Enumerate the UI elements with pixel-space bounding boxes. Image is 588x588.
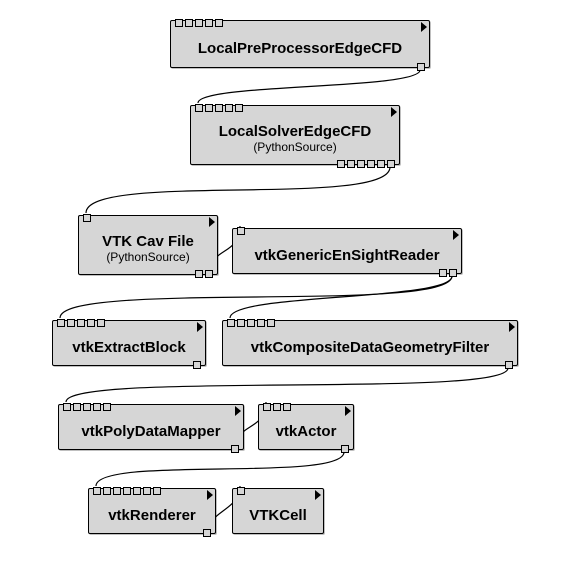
in-port[interactable] (263, 403, 271, 411)
in-port[interactable] (103, 403, 111, 411)
out-port[interactable] (193, 361, 201, 369)
out-port[interactable] (377, 160, 385, 168)
expand-arrow-icon[interactable] (207, 490, 213, 500)
out-port[interactable] (205, 270, 213, 278)
in-port[interactable] (205, 19, 213, 27)
expand-arrow-icon[interactable] (197, 322, 203, 332)
expand-arrow-icon[interactable] (345, 406, 351, 416)
in-port[interactable] (195, 104, 203, 112)
in-port[interactable] (57, 319, 65, 327)
in-port[interactable] (87, 319, 95, 327)
in-port[interactable] (123, 487, 131, 495)
in-port[interactable] (153, 487, 161, 495)
edge (66, 368, 508, 402)
edge (60, 276, 452, 318)
out-port[interactable] (449, 269, 457, 277)
in-port[interactable] (205, 104, 213, 112)
out-port[interactable] (337, 160, 345, 168)
node-label: vtkRenderer (89, 507, 215, 524)
edge (96, 452, 344, 486)
in-port[interactable] (235, 104, 243, 112)
node-extract[interactable]: vtkExtractBlock (52, 320, 206, 366)
in-port[interactable] (73, 403, 81, 411)
node-label: LocalPreProcessorEdgeCFD (171, 40, 429, 57)
in-port[interactable] (195, 19, 203, 27)
edge (86, 167, 390, 213)
out-port[interactable] (357, 160, 365, 168)
out-port[interactable] (505, 361, 513, 369)
in-port[interactable] (97, 319, 105, 327)
node-renderer[interactable]: vtkRenderer (88, 488, 216, 534)
node-subtitle: (PythonSource) (191, 140, 399, 154)
node-subtitle: (PythonSource) (79, 250, 217, 264)
node-label: vtkGenericEnSightReader (233, 247, 461, 264)
out-port[interactable] (367, 160, 375, 168)
node-ensight[interactable]: vtkGenericEnSightReader (232, 228, 462, 274)
in-port[interactable] (83, 403, 91, 411)
node-label: LocalSolverEdgeCFD (191, 123, 399, 140)
edge (230, 276, 452, 318)
node-label: vtkExtractBlock (53, 339, 205, 356)
out-port[interactable] (387, 160, 395, 168)
node-mapper[interactable]: vtkPolyDataMapper (58, 404, 244, 450)
node-vtkcell[interactable]: VTKCell (232, 488, 324, 534)
expand-arrow-icon[interactable] (453, 230, 459, 240)
in-port[interactable] (237, 227, 245, 235)
in-port[interactable] (247, 319, 255, 327)
in-port[interactable] (267, 319, 275, 327)
in-port[interactable] (237, 487, 245, 495)
out-port[interactable] (231, 445, 239, 453)
out-port[interactable] (203, 529, 211, 537)
node-geomfilter[interactable]: vtkCompositeDataGeometryFilter (222, 320, 518, 366)
in-port[interactable] (67, 319, 75, 327)
in-port[interactable] (83, 214, 91, 222)
in-port[interactable] (133, 487, 141, 495)
node-actor[interactable]: vtkActor (258, 404, 354, 450)
in-port[interactable] (215, 104, 223, 112)
node-preproc[interactable]: LocalPreProcessorEdgeCFD (170, 20, 430, 68)
in-port[interactable] (225, 104, 233, 112)
expand-arrow-icon[interactable] (209, 217, 215, 227)
expand-arrow-icon[interactable] (235, 406, 241, 416)
in-port[interactable] (93, 403, 101, 411)
expand-arrow-icon[interactable] (391, 107, 397, 117)
in-port[interactable] (237, 319, 245, 327)
in-port[interactable] (273, 403, 281, 411)
node-label: vtkCompositeDataGeometryFilter (223, 339, 517, 356)
node-label: vtkPolyDataMapper (59, 423, 243, 440)
out-port[interactable] (347, 160, 355, 168)
in-port[interactable] (257, 319, 265, 327)
in-port[interactable] (175, 19, 183, 27)
expand-arrow-icon[interactable] (421, 22, 427, 32)
expand-arrow-icon[interactable] (315, 490, 321, 500)
in-port[interactable] (283, 403, 291, 411)
out-port[interactable] (417, 63, 425, 71)
in-port[interactable] (185, 19, 193, 27)
node-label: VTK Cav File (79, 233, 217, 250)
in-port[interactable] (227, 319, 235, 327)
out-port[interactable] (439, 269, 447, 277)
in-port[interactable] (215, 19, 223, 27)
node-solver[interactable]: LocalSolverEdgeCFD(PythonSource) (190, 105, 400, 165)
in-port[interactable] (143, 487, 151, 495)
node-label: VTKCell (233, 507, 323, 524)
in-port[interactable] (103, 487, 111, 495)
edge (198, 70, 420, 103)
out-port[interactable] (195, 270, 203, 278)
node-cavfile[interactable]: VTK Cav File(PythonSource) (78, 215, 218, 275)
in-port[interactable] (63, 403, 71, 411)
expand-arrow-icon[interactable] (509, 322, 515, 332)
pipeline-canvas: LocalPreProcessorEdgeCFD LocalSolverEdgeC… (0, 0, 588, 588)
in-port[interactable] (77, 319, 85, 327)
node-label: vtkActor (259, 423, 353, 440)
out-port[interactable] (341, 445, 349, 453)
in-port[interactable] (113, 487, 121, 495)
in-port[interactable] (93, 487, 101, 495)
